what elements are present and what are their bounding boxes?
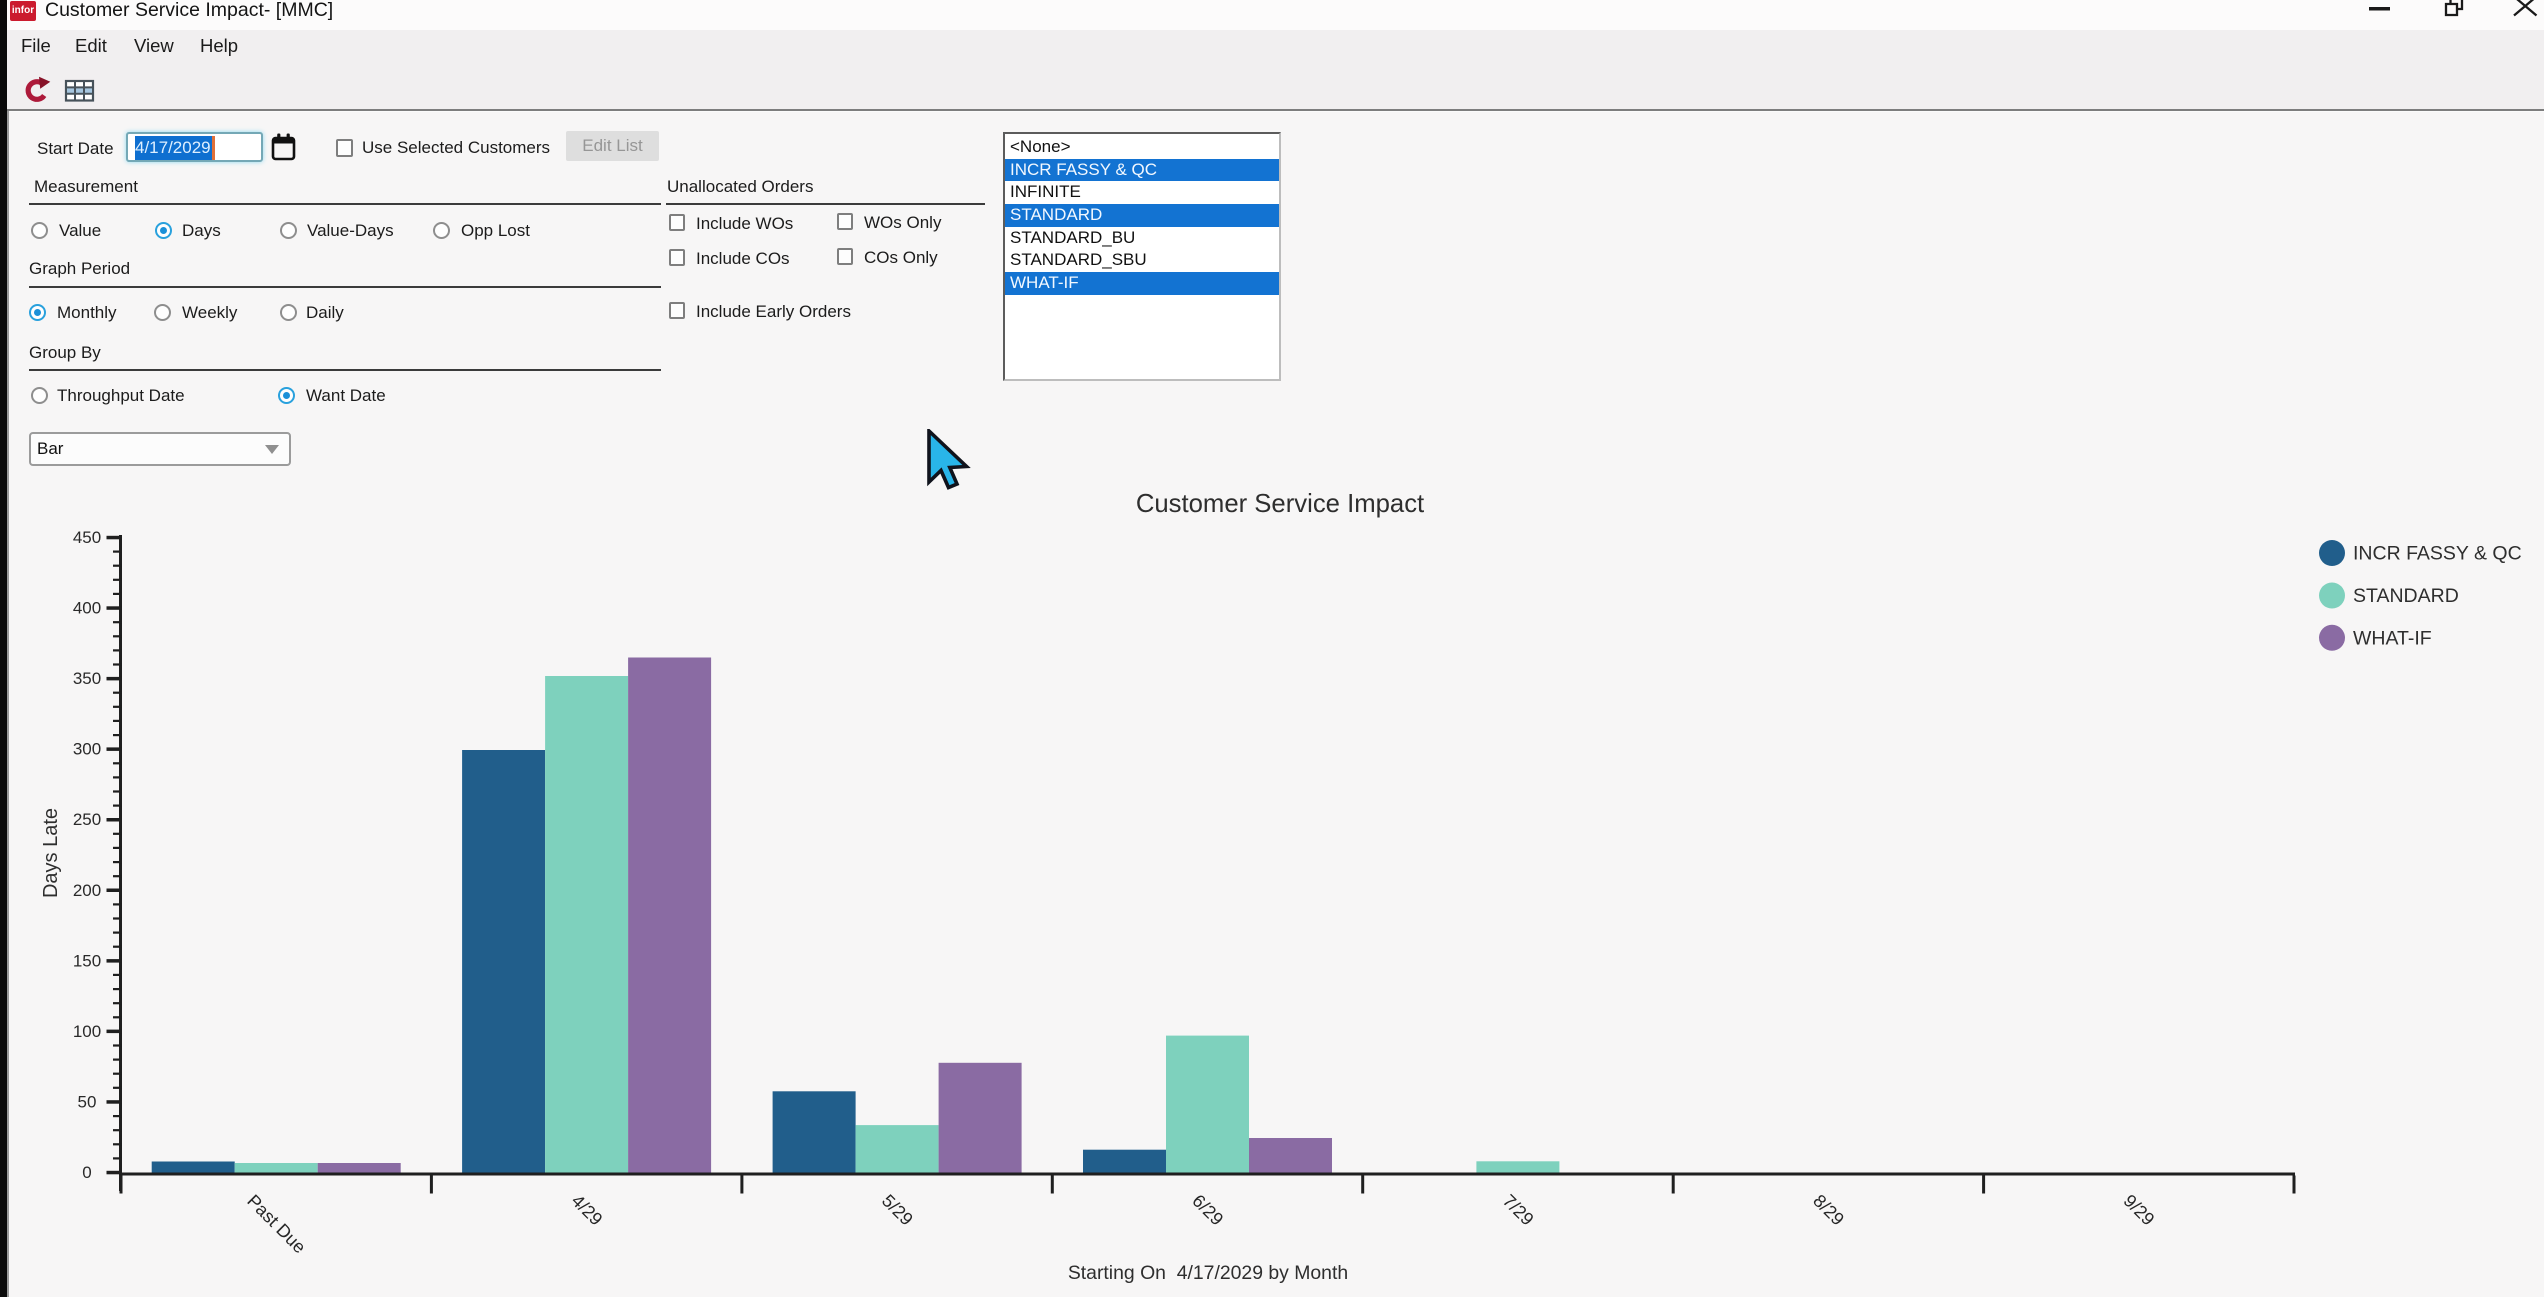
svg-text:Days Late: Days Late [40,808,62,898]
svg-text:100: 100 [73,1022,101,1041]
svg-text:9/29: 9/29 [2120,1191,2159,1230]
svg-text:5/29: 5/29 [878,1191,917,1230]
svg-text:Past Due: Past Due [243,1191,310,1258]
svg-text:INCR FASSY & QC: INCR FASSY & QC [2353,543,2522,565]
svg-text:0: 0 [82,1163,91,1182]
svg-text:300: 300 [73,740,101,759]
svg-text:150: 150 [73,951,101,970]
svg-text:50: 50 [78,1092,97,1111]
svg-text:6/29: 6/29 [1188,1191,1227,1230]
svg-text:Starting On 4/17/2029 by Mont: Starting On 4/17/2029 by Month [1068,1262,1348,1284]
svg-text:350: 350 [73,669,101,688]
svg-text:400: 400 [73,599,101,618]
svg-text:8/29: 8/29 [1809,1191,1848,1230]
svg-text:Customer Service Impact: Customer Service Impact [1136,490,1424,518]
svg-text:450: 450 [73,528,101,547]
svg-text:4/29: 4/29 [568,1191,607,1230]
svg-text:7/29: 7/29 [1499,1191,1538,1230]
svg-text:250: 250 [73,810,101,829]
svg-text:200: 200 [73,881,101,900]
svg-text:STANDARD: STANDARD [2353,585,2459,607]
svg-text:WHAT-IF: WHAT-IF [2353,627,2432,649]
